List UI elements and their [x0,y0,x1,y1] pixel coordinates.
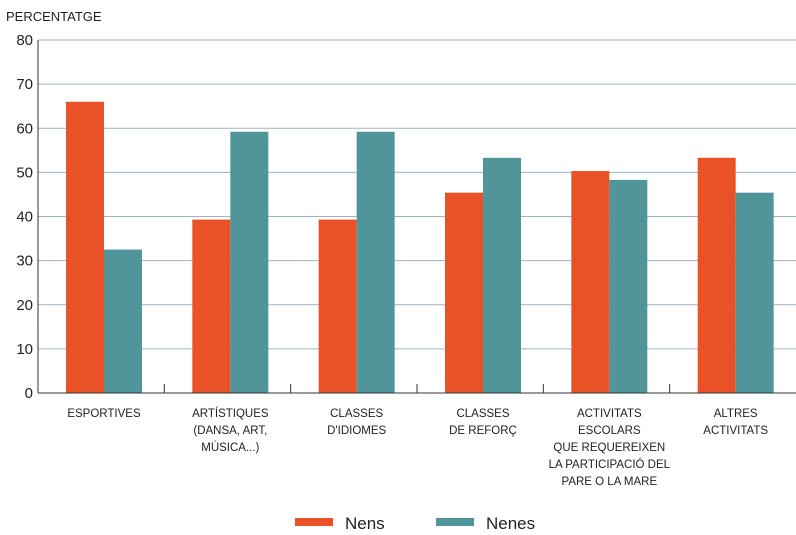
bars [66,101,774,394]
y-tick-label-20: 20 [16,297,33,314]
y-tick-label-60: 60 [16,120,33,137]
bar-nenes-1 [230,131,269,393]
bar-nenes-4 [609,179,648,393]
x-category-label-0: ESPORTIVES [67,408,141,420]
bar-nenes-2 [356,131,395,393]
y-tick-label-30: 30 [16,253,33,270]
bar-nens-2 [318,219,357,393]
y-tick-label-0: 0 [25,385,33,402]
bar-nenes-3 [483,157,521,393]
x-category-label-2: CLASSES D'IDIOMES [327,408,386,437]
labels: 0 10 20 30 40 50 60 70 80 ESPORTIVES ARTÍSTIQUES (D… [16,32,768,488]
y-tick-label-70: 70 [16,76,33,93]
bar-nens-4 [571,171,610,393]
legend-swatch-nenes [436,518,474,526]
legend-label-nens: Nens [345,514,385,533]
x-category-label-3: CLASSES DE REFORÇ [449,408,517,437]
axes [37,40,796,394]
y-axis-title: PERCENTATGE [6,9,102,24]
gridlines [38,39,796,350]
x-category-label-1: ARTÍSTIQUES (DANSA, ART, MÚSICA...) [192,407,269,454]
legend-label-nenes: Nenes [486,514,535,533]
x-category-label-5: ALTRES ACTIVITATS [703,408,768,437]
bar-nenes-5 [735,192,774,393]
legend: Nens Nenes [295,514,535,533]
y-tick-label-80: 80 [16,32,33,49]
y-tick-label-10: 10 [16,341,33,358]
bar-nens-3 [445,192,483,393]
bar-nens-1 [192,219,231,393]
bar-nenes-0 [104,249,142,393]
x-category-label-4: ACTIVITATS ESCOLARS QUE REQUEREIXEN LA PART… [549,408,671,488]
legend-swatch-nens [295,518,333,526]
y-tick-label-40: 40 [16,209,33,226]
bar-nens-0 [66,101,104,394]
bar-nens-5 [697,157,736,393]
y-tick-label-50: 50 [16,164,33,181]
